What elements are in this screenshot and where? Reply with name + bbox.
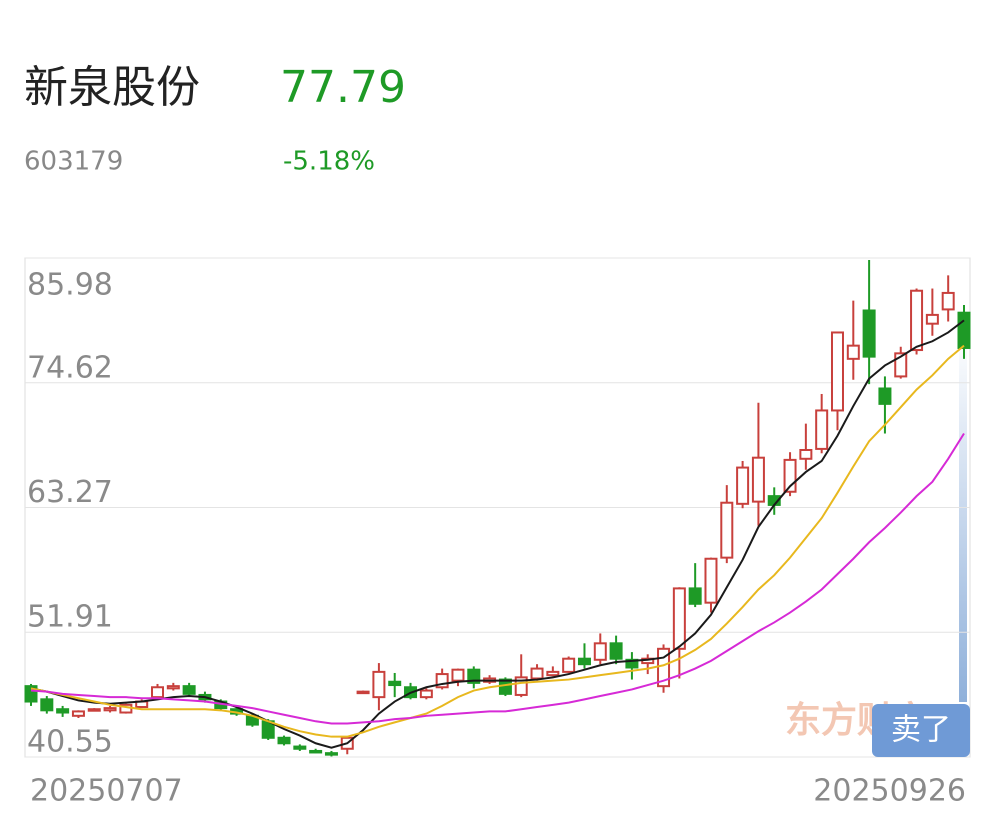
candle-body [40, 698, 54, 712]
candle-body [71, 710, 85, 717]
candle-body [815, 409, 829, 450]
candle-body [910, 289, 924, 352]
candle-body [372, 670, 386, 699]
candle-body [562, 657, 576, 673]
highlight-bar [959, 330, 967, 702]
candle-body [514, 676, 528, 696]
candle-body [435, 673, 449, 689]
moving-average-line [30, 319, 965, 749]
candle-body [688, 587, 702, 605]
candle-body [672, 587, 686, 650]
candle-body [846, 344, 860, 360]
candle-body [356, 690, 370, 695]
y-tick-label: 63.27 [27, 475, 113, 510]
candle-body [704, 557, 718, 604]
candle-body [657, 647, 671, 688]
sell-button[interactable] [872, 704, 970, 757]
y-tick-label: 51.91 [27, 600, 113, 635]
candle-body [530, 667, 544, 680]
stock-name: 新泉股份 [24, 62, 200, 113]
candle-body [182, 685, 196, 695]
candle-body [894, 352, 908, 378]
stock-code: 603179 [24, 147, 123, 177]
candle-body [24, 685, 38, 703]
candle-body [546, 670, 560, 677]
y-tick-label: 74.62 [27, 350, 113, 385]
candle-body [166, 685, 180, 690]
y-tick-label: 85.98 [27, 268, 113, 303]
candle-body [87, 708, 101, 712]
moving-average-line [30, 344, 965, 738]
candle-body [625, 658, 639, 669]
candle-body [720, 501, 734, 559]
sell-button-label[interactable]: 卖了 [891, 713, 951, 748]
candle-body [609, 642, 623, 660]
candle-body [736, 466, 750, 505]
y-tick-label: 40.55 [27, 725, 113, 760]
stock-price: 77.79 [280, 62, 406, 113]
candle-body [277, 736, 291, 745]
candle-body [151, 686, 165, 699]
candle-body [467, 668, 481, 684]
candle-body [925, 313, 939, 325]
candle-body [751, 456, 765, 503]
candle-body [799, 448, 813, 460]
moving-average-line [30, 432, 965, 725]
candle-body [957, 311, 971, 349]
candle-body [593, 642, 607, 661]
candle-body [451, 668, 465, 682]
candle-body [830, 331, 844, 412]
candle-body [293, 745, 307, 750]
x-tick-label: 20250926 [813, 774, 966, 809]
candle-body [324, 752, 338, 756]
candle-body [419, 689, 433, 699]
candle-body [878, 387, 892, 405]
candle-body [783, 458, 797, 493]
candle-body [577, 657, 591, 666]
x-tick-label: 20250707 [30, 774, 183, 809]
candle-body [498, 678, 512, 695]
candle-body [309, 749, 323, 754]
plot: 85.98 74.62 63.27 51.91 40.55 20250707 2025092… [24, 257, 971, 809]
candle-body [56, 708, 70, 714]
candle-body [103, 707, 117, 712]
price-change: -5.18% [283, 147, 375, 177]
candle-body [388, 680, 402, 687]
candle-body [941, 291, 955, 311]
candle-body [862, 309, 876, 358]
